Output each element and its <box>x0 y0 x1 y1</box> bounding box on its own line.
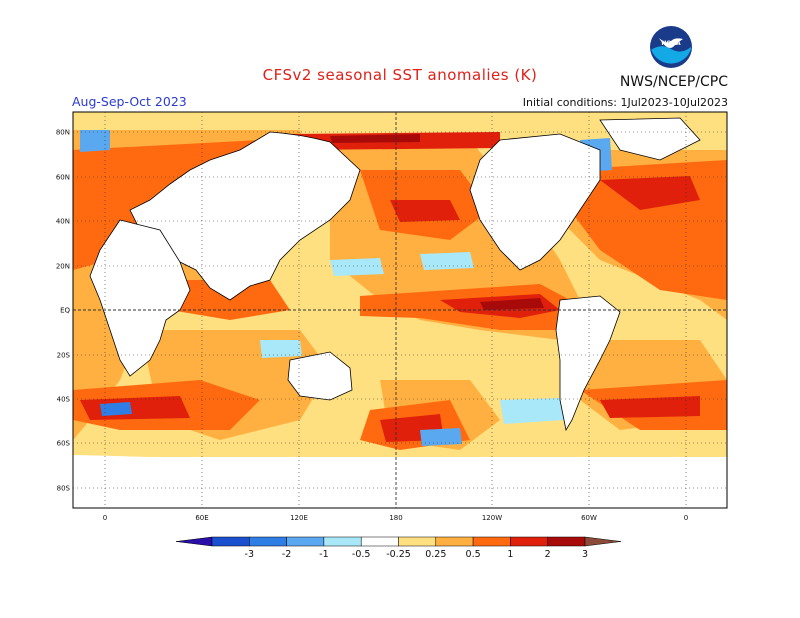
lon-tick-label: 60E <box>195 514 208 522</box>
chart-title: CFSv2 seasonal SST anomalies (K) <box>262 66 538 84</box>
lat-axis: 80N 60N 40N 20N EQ 20S 40S 60S 80S <box>56 129 71 493</box>
colorbar-label: -0.5 <box>352 549 371 560</box>
agency-label: NWS/NCEP/CPC <box>619 74 728 90</box>
colorbar-bin <box>547 536 586 547</box>
lat-tick-label: 20S <box>57 352 71 360</box>
colorbar: -3 -2 -1 -0.5 -0.25 0.25 0.5 1 2 3 <box>175 536 622 560</box>
lon-tick-label: 180 <box>389 514 402 522</box>
noaa-logo-icon: NOAA <box>650 26 692 68</box>
colorbar-bin <box>211 536 250 547</box>
colorbar-arrow-low <box>175 536 213 547</box>
lon-tick-label: 0 <box>684 514 688 522</box>
colorbar-label: -2 <box>282 549 291 560</box>
lon-tick-label: 0 <box>103 514 107 522</box>
lat-tick-label: 40N <box>56 218 70 226</box>
lat-tick-label: 60S <box>57 440 71 448</box>
colorbar-label: 3 <box>582 549 588 560</box>
colorbar-bin <box>435 536 474 547</box>
colorbar-label: 1 <box>507 549 513 560</box>
lat-tick-label: 40S <box>57 396 71 404</box>
svg-text:NOAA: NOAA <box>661 40 681 47</box>
lat-tick-label: 20N <box>56 263 70 271</box>
colorbar-bin <box>323 536 362 547</box>
lat-tick-label: 60N <box>56 174 70 182</box>
colorbar-label: 0.25 <box>425 549 446 560</box>
lat-tick-label: 80N <box>56 129 70 137</box>
graticule <box>73 112 727 508</box>
colorbar-label: -3 <box>245 549 254 560</box>
colorbar-bin <box>286 536 325 547</box>
lon-tick-label: 120E <box>290 514 308 522</box>
colorbar-label: 2 <box>545 549 551 560</box>
season-label: Aug-Sep-Oct 2023 <box>72 94 187 109</box>
colorbar-bin <box>510 536 548 547</box>
lon-tick-label: 60W <box>581 514 597 522</box>
colorbar-label: 0.5 <box>466 549 481 560</box>
colorbar-label: -0.25 <box>386 549 411 560</box>
lon-axis: 0 60E 120E 180 120W 60W 0 <box>103 514 688 522</box>
lon-tick-label: 120W <box>482 514 502 522</box>
continents <box>89 117 701 432</box>
colorbar-bin <box>360 536 399 547</box>
colorbar-arrow-high <box>584 536 622 547</box>
initial-conditions-label: Initial conditions: 1Jul2023-10Jul2023 <box>522 96 728 109</box>
colorbar-bin <box>249 536 287 547</box>
anomaly-field-3 <box>330 134 544 310</box>
lat-tick-label: EQ <box>60 307 70 315</box>
colorbar-bin <box>398 536 437 547</box>
colorbar-label: -1 <box>319 549 328 560</box>
colorbar-bin <box>472 536 511 547</box>
lat-tick-label: 80S <box>57 485 71 493</box>
